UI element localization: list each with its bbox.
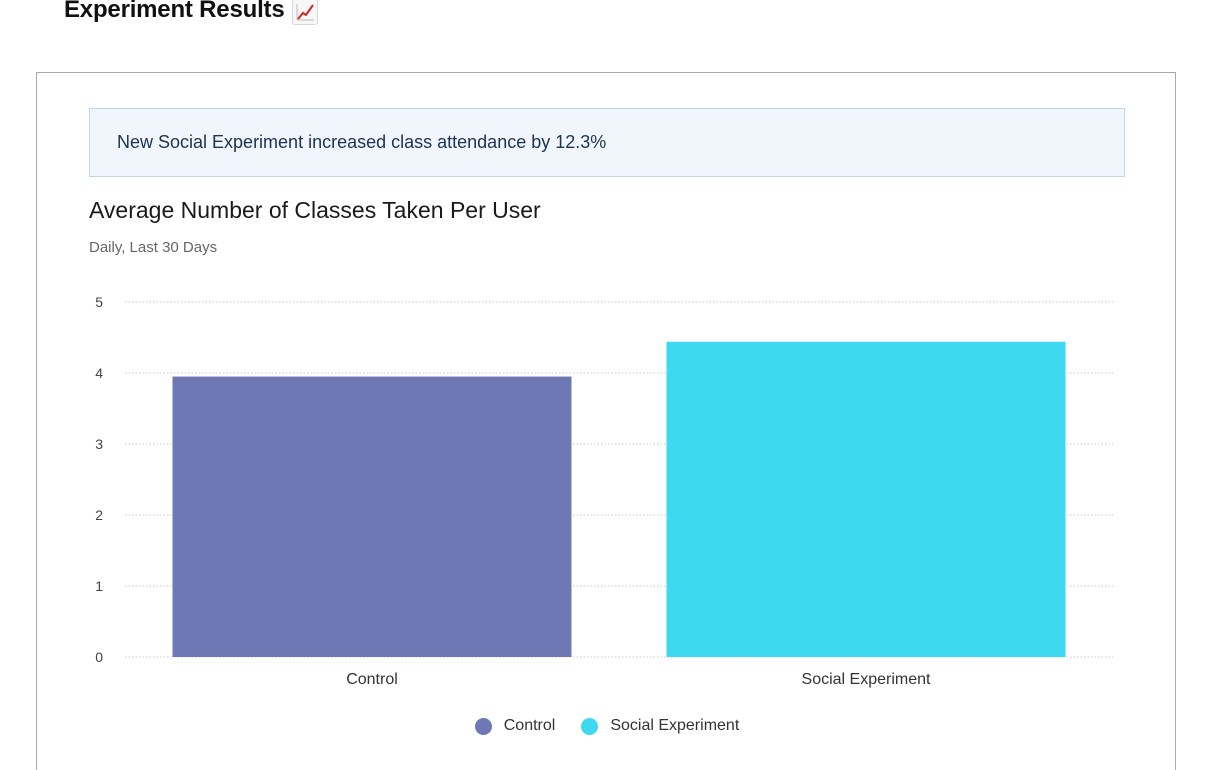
page-title-text: Experiment Results xyxy=(64,0,285,23)
legend-item-social-experiment[interactable]: Social Experiment xyxy=(581,717,739,735)
y-axis-ticks: 0 1 2 3 4 5 xyxy=(95,294,103,665)
bar-chart: 0 1 2 3 4 5 Control Social Experiment xyxy=(95,294,1113,688)
insight-banner-text: New Social Experiment increased class at… xyxy=(117,132,607,152)
chart-subtitle: Daily, Last 30 Days xyxy=(89,239,218,256)
bars xyxy=(172,341,1066,657)
bar-social-experiment[interactable] xyxy=(666,341,1066,657)
y-tick-label: 0 xyxy=(95,649,103,665)
legend-label: Social Experiment xyxy=(610,717,740,734)
legend-label: Control xyxy=(503,717,556,734)
y-tick-label: 2 xyxy=(95,507,103,523)
chart-card: New Social Experiment increased class at… xyxy=(36,72,1176,770)
legend-swatch xyxy=(581,717,599,735)
y-tick-label: 3 xyxy=(95,436,103,452)
chart-title: Average Number of Classes Taken Per User xyxy=(89,197,541,223)
insight-banner: New Social Experiment increased class at… xyxy=(89,108,1125,177)
legend-swatch xyxy=(474,717,492,735)
y-tick-label: 1 xyxy=(95,578,103,594)
chart-increasing-icon xyxy=(292,0,319,25)
x-category-label: Control xyxy=(346,671,398,688)
x-category-label: Social Experiment xyxy=(802,671,932,688)
y-tick-label: 5 xyxy=(95,294,103,310)
page-title: Experiment Results xyxy=(64,0,319,25)
legend-item-control[interactable]: Control xyxy=(474,717,556,735)
x-axis-labels: Control Social Experiment xyxy=(346,671,931,688)
y-tick-label: 4 xyxy=(95,365,103,381)
bar-control[interactable] xyxy=(172,376,572,657)
chart-legend: Control Social Experiment xyxy=(37,717,1177,735)
